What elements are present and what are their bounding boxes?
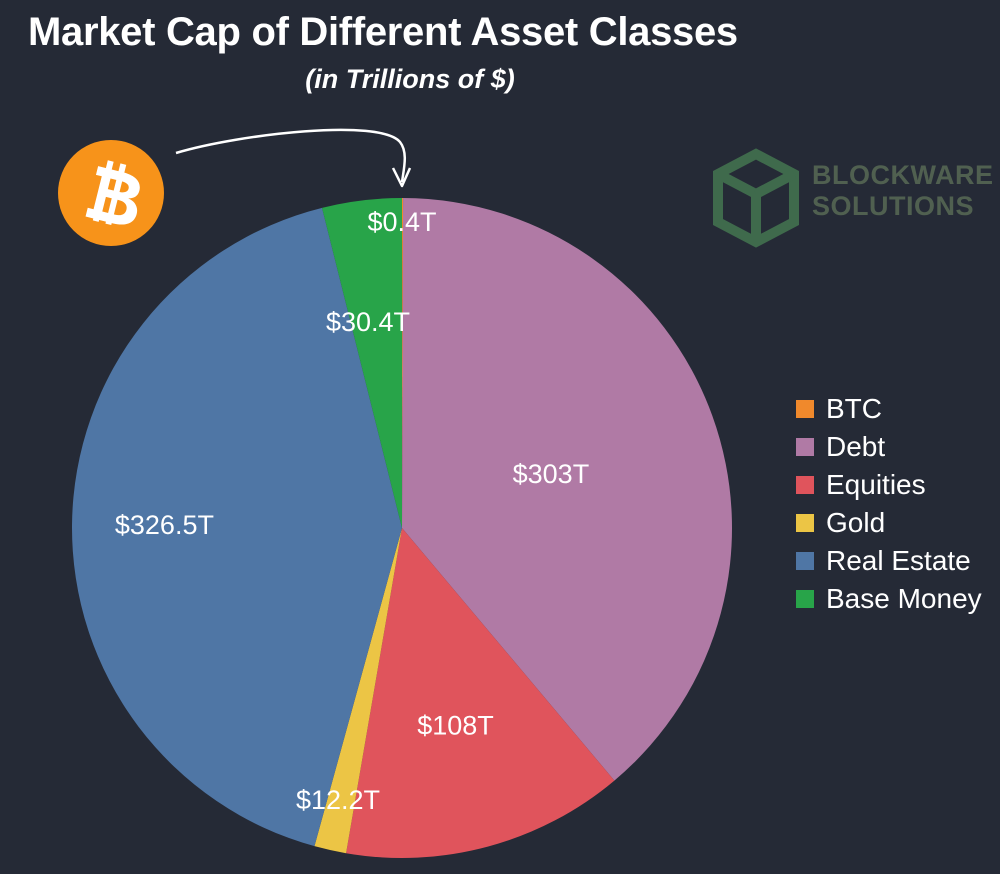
pie-slice-gold (314, 528, 402, 854)
legend-label-equities: Equities (826, 469, 926, 500)
slice-label-equities: $108T (417, 710, 494, 740)
legend-label-btc: BTC (826, 393, 882, 424)
pie-slice-equities (346, 528, 615, 858)
legend-label-real-estate: Real Estate (826, 545, 971, 576)
legend-label-gold: Gold (826, 507, 886, 538)
legend-label-base-money: Base Money (826, 583, 982, 614)
blockware-logo-icon (713, 148, 799, 248)
legend-item-equities: Equities (796, 466, 982, 504)
legend-swatch-btc (796, 400, 814, 418)
legend-swatch-real-estate (796, 552, 814, 570)
chart-title: Market Cap of Different Asset Classes (28, 10, 738, 54)
legend-swatch-base-money (796, 590, 814, 608)
legend-item-real-estate: Real Estate (796, 542, 982, 580)
logo-text-line2: SOLUTIONS (812, 191, 975, 221)
slice-label-real-estate: $326.5T (115, 510, 214, 540)
slice-label-btc: $0.4T (367, 207, 436, 237)
legend-swatch-equities (796, 476, 814, 494)
slice-label-base-money: $30.4T (326, 307, 410, 337)
legend-item-gold: Gold (796, 504, 982, 542)
legend-item-base-money: Base Money (796, 580, 982, 618)
bitcoin-icon (58, 140, 164, 246)
legend: BTC Debt Equities Gold Real Estate Base Money (796, 390, 982, 618)
chart-subtitle: (in Trillions of $) (305, 64, 515, 94)
slice-label-debt: $303T (513, 459, 590, 489)
pie-slice-debt (402, 198, 733, 781)
legend-label-debt: Debt (826, 431, 886, 462)
legend-item-debt: Debt (796, 428, 982, 466)
legend-item-btc: BTC (796, 390, 982, 428)
slice-label-gold: $12.2T (296, 785, 380, 815)
pie-slice-base-money (322, 198, 402, 528)
pie-slice-btc (402, 198, 404, 528)
pie-slice-real-estate (71, 207, 402, 847)
logo-text-line1: BLOCKWARE (812, 160, 994, 190)
legend-swatch-debt (796, 438, 814, 456)
legend-swatch-gold (796, 514, 814, 532)
